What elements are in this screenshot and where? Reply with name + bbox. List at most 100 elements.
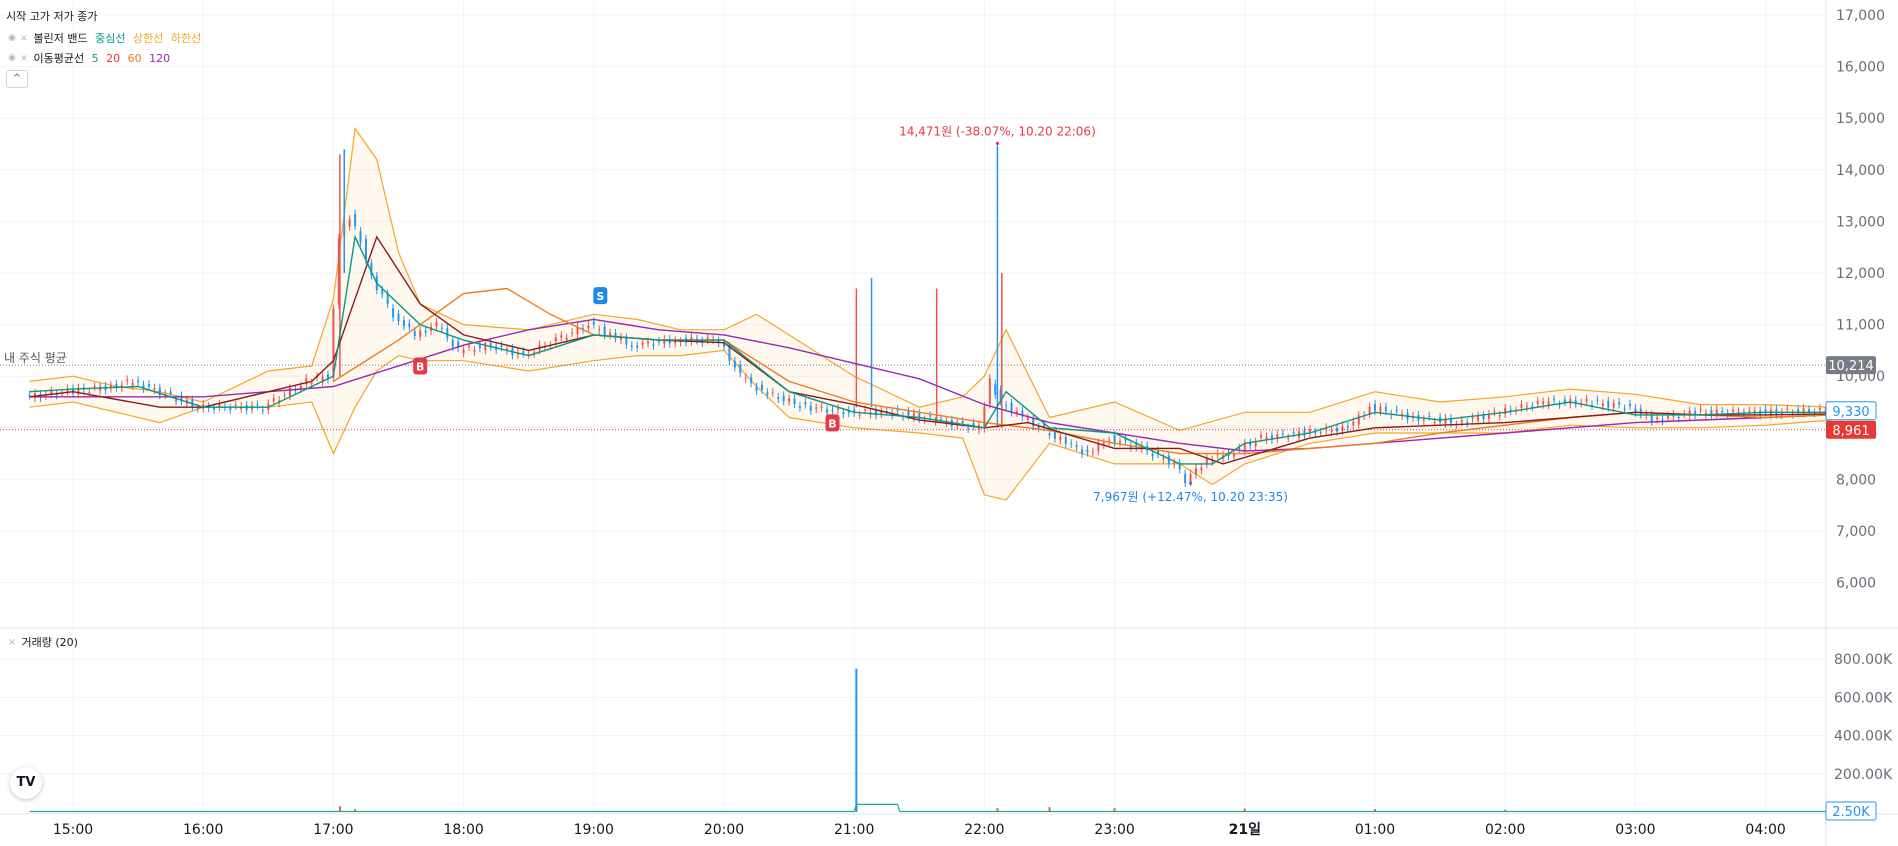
- bollinger-legend[interactable]: ◉ × 볼린저 밴드 중심선 상한선 하한선: [6, 30, 201, 46]
- candle-body: [1487, 414, 1490, 419]
- candle-body: [929, 415, 932, 417]
- candle-body: [1102, 442, 1105, 445]
- volume-bar: [1113, 808, 1116, 812]
- candle-body: [793, 398, 796, 404]
- volume-bar: [1048, 807, 1051, 812]
- candle-body: [1346, 426, 1349, 428]
- candle-body: [1634, 408, 1637, 413]
- ma60-line: [333, 287, 1831, 455]
- eye-icon[interactable]: ◉: [8, 53, 16, 63]
- candle-body: [1249, 442, 1252, 446]
- candle-body: [419, 330, 422, 337]
- x-tick-label: 21일: [1229, 822, 1261, 838]
- volume-bar: [1504, 809, 1507, 812]
- candle-body: [826, 409, 829, 413]
- volume-bar: [354, 809, 357, 812]
- buy-marker-label: B: [416, 361, 424, 374]
- candle-body: [1455, 424, 1458, 426]
- candle-body: [999, 389, 1002, 402]
- candle-body: [261, 409, 264, 411]
- candle-body: [750, 377, 753, 384]
- candle-body: [1509, 409, 1512, 411]
- x-tick-label: 23:00: [1094, 822, 1134, 838]
- candle-body: [408, 323, 411, 327]
- close-icon[interactable]: ×: [19, 33, 29, 44]
- close-icon[interactable]: ×: [19, 53, 29, 64]
- candle-body: [1742, 412, 1745, 416]
- candle-body: [1737, 411, 1740, 413]
- low-point-dot: [1188, 481, 1193, 485]
- ma-legend[interactable]: ◉ × 이동평균선 5 20 60 120: [6, 50, 170, 66]
- high-point-dot: [995, 141, 1000, 146]
- high-annotation: 14,471원 (-38.07%, 10.20 22:06): [899, 124, 1096, 138]
- candle-body: [115, 383, 118, 388]
- candle-body: [489, 343, 492, 347]
- x-tick-label: 19:00: [574, 822, 614, 838]
- candle-body: [473, 349, 476, 352]
- candle-body: [516, 352, 519, 355]
- candle-body: [728, 346, 731, 361]
- candle-body: [1661, 419, 1664, 422]
- price-tag: [1826, 420, 1876, 439]
- candle-body: [858, 414, 861, 416]
- candle-body: [1227, 452, 1230, 457]
- candle-body: [560, 335, 563, 338]
- volume-y-tick-label: 800.00K: [1834, 652, 1893, 668]
- candle-body: [940, 418, 942, 420]
- candle-body: [137, 380, 140, 383]
- candle-body: [1591, 404, 1593, 406]
- candle-body: [158, 387, 161, 396]
- candle-body: [1064, 437, 1067, 444]
- candle-body: [1694, 411, 1697, 415]
- ma20-line: [29, 235, 1831, 465]
- candle-body: [1460, 420, 1463, 423]
- volume-current-tag: [1825, 801, 1877, 821]
- candle-body: [359, 231, 362, 243]
- candle-body: [1091, 451, 1094, 453]
- candle-body: [506, 348, 508, 351]
- close-icon[interactable]: ×: [7, 637, 17, 648]
- candle-body: [1574, 400, 1577, 405]
- candle-body: [283, 394, 286, 396]
- volume-bar: [996, 808, 999, 812]
- candle-body: [809, 405, 812, 411]
- candle-body: [1232, 453, 1235, 457]
- candle-body: [798, 405, 801, 408]
- y-tick-label: 13,000: [1836, 214, 1885, 230]
- candle-body: [760, 384, 763, 390]
- candle-body: [93, 386, 96, 388]
- candle-body: [1666, 415, 1669, 419]
- volume-legend-label: 거래량 (20): [21, 636, 78, 649]
- candle-body: [864, 409, 867, 411]
- candle-body: [581, 328, 584, 330]
- candle-body: [1015, 411, 1018, 413]
- candle-body: [1043, 424, 1046, 428]
- candle-body: [1330, 430, 1333, 432]
- candle-body: [1129, 445, 1132, 448]
- price-tag-label: 8,961: [1832, 424, 1869, 439]
- candle-body: [625, 337, 628, 345]
- candle-body: [1005, 405, 1008, 407]
- candle-body: [1504, 407, 1507, 414]
- tradingview-logo[interactable]: TV: [10, 767, 42, 799]
- candle-body: [370, 263, 373, 276]
- candle-body: [1786, 408, 1789, 410]
- collapse-legend-button[interactable]: ^: [6, 70, 28, 88]
- candle-body: [1053, 430, 1056, 439]
- candle-body: [1525, 406, 1528, 408]
- candle-body: [1151, 453, 1154, 457]
- x-tick-label: 22:00: [964, 822, 1004, 838]
- candle-body: [1243, 442, 1246, 452]
- candle-body: [1124, 438, 1127, 441]
- bollinger-mid-label: 중심선: [95, 32, 126, 45]
- volume-y-tick-label: 400.00K: [1834, 729, 1893, 745]
- candle-body: [1628, 403, 1631, 406]
- candle-body: [1075, 445, 1078, 447]
- candle-body: [836, 408, 839, 410]
- candle-body: [1547, 401, 1550, 405]
- x-tick-label: 04:00: [1745, 822, 1785, 838]
- candle-body: [983, 406, 986, 429]
- candle-body: [1639, 408, 1642, 415]
- eye-icon[interactable]: ◉: [8, 33, 16, 43]
- volume-legend[interactable]: × 거래량 (20): [6, 634, 78, 650]
